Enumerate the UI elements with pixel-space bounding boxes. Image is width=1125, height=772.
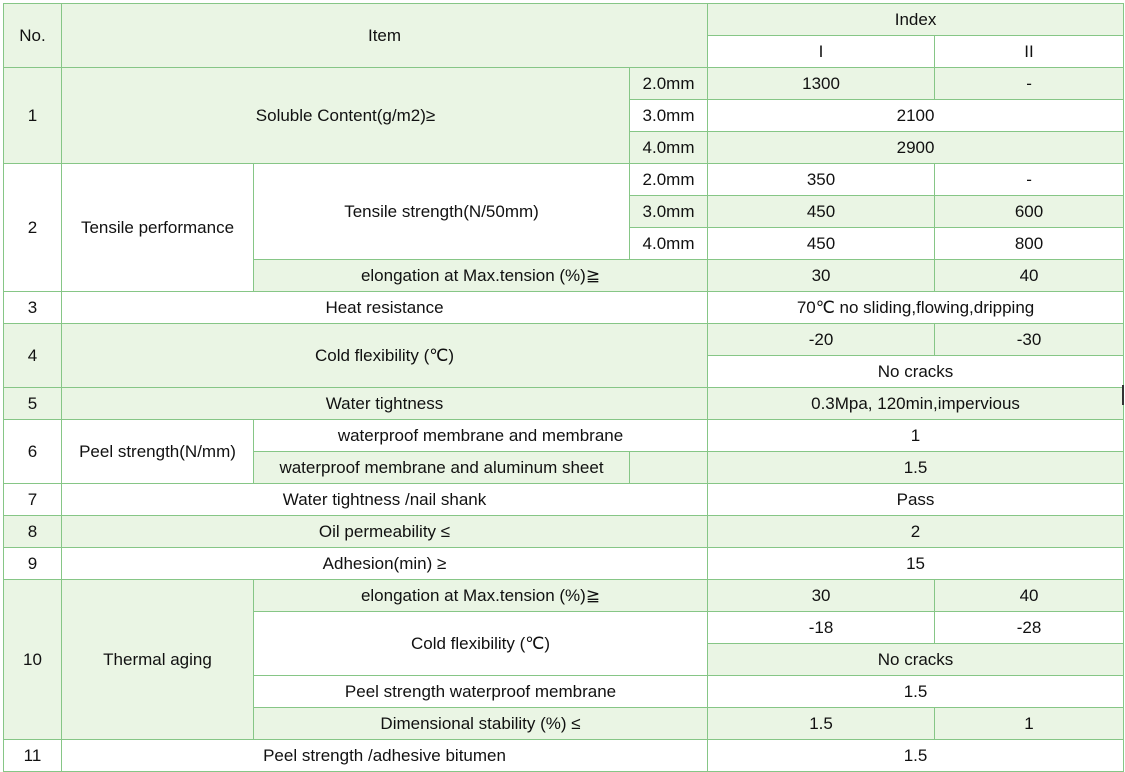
row-8-item: Oil permeability ≤ [60,515,709,548]
row-10-subitem-1: elongation at Max.tension (%)≧ [252,579,709,612]
row-6-subitem-2-value: 1.5 [707,451,1125,484]
specification-table: No. Item Index I II 1 Soluble Content(g/… [3,3,1125,772]
row-2-value-1-grade-2: - [934,163,1125,196]
row-1-value-2: 2100 [707,99,1125,132]
row-1-thickness-3: 4.0mm [628,131,709,164]
row-7-no: 7 [3,483,62,516]
row-3-value: 70℃ no sliding,flowing,dripping [707,291,1125,324]
row-10-subitem-2: Cold flexibility (℃) [252,611,709,676]
header-index: Index [707,3,1125,36]
row-2-thickness-1: 2.0mm [628,163,709,196]
row-2-item: Tensile performance [61,163,254,292]
row-2-subitem-1: Tensile strength(N/50mm) [253,163,630,260]
row-2-value-3-grade-1: 450 [707,227,936,260]
row-10-subitem-1-grade-1: 30 [707,579,936,612]
row-2-thickness-2: 3.0mm [628,195,709,228]
row-7-item: Water tightness /nail shank [60,483,709,516]
header-no: No. [3,3,62,68]
row-1-no: 1 [3,67,62,164]
row-1-thickness-2: 3.0mm [628,99,709,132]
row-2-value-1-grade-1: 350 [707,163,936,196]
row-10-subitem-4-grade-1: 1.5 [707,707,936,740]
row-10-subitem-2-value: No cracks [707,643,1125,676]
row-7-value: Pass [707,483,1125,516]
row-10-subitem-4-grade-2: 1 [934,707,1125,740]
row-10-subitem-2-grade-1: -18 [707,611,936,644]
row-2-subitem-2-grade-2: 40 [934,259,1125,292]
row-5-item: Water tightness [60,387,709,420]
row-10-item: Thermal aging [61,579,254,740]
row-4-value: No cracks [707,355,1125,388]
row-10-subitem-3-value: 1.5 [707,675,1125,708]
row-6-no: 6 [3,419,62,484]
row-11-item: Peel strength /adhesive bitumen [60,739,709,772]
row-8-value: 2 [707,515,1125,548]
row-6-subitem-1: waterproof membrane and membrane [252,419,709,452]
row-1-value-3: 2900 [707,131,1125,164]
row-10-no: 10 [3,579,62,740]
header-grade-1: I [707,35,936,68]
row-10-subitem-1-grade-2: 40 [934,579,1125,612]
row-2-value-3-grade-2: 800 [934,227,1125,260]
row-4-value-grade-1: -20 [707,323,936,356]
row-3-no: 3 [3,291,62,324]
row-2-thickness-3: 4.0mm [628,227,709,260]
row-1-value-1-grade-2: - [934,67,1125,100]
row-6-subitem-1-value: 1 [707,419,1125,452]
row-6-subitem-2-spacer [628,451,709,484]
row-4-value-grade-2: -30 [934,323,1125,356]
row-8-no: 8 [3,515,62,548]
text-cursor-mark [1122,385,1124,405]
row-1-item: Soluble Content(g/m2)≥ [61,67,630,164]
header-grade-2: II [934,35,1125,68]
row-4-no: 4 [3,323,62,388]
row-9-value: 15 [707,547,1125,580]
row-2-value-2-grade-2: 600 [934,195,1125,228]
row-10-subitem-3: Peel strength waterproof membrane [252,675,709,708]
row-2-value-2-grade-1: 450 [707,195,936,228]
row-9-no: 9 [3,547,62,580]
row-1-value-1-grade-1: 1300 [707,67,936,100]
row-6-item: Peel strength(N/mm) [61,419,254,484]
row-5-value: 0.3Mpa, 120min,impervious [707,387,1125,420]
row-2-subitem-2-grade-1: 30 [707,259,936,292]
row-2-subitem-2: elongation at Max.tension (%)≧ [252,259,709,292]
header-item: Item [60,3,709,68]
row-3-item: Heat resistance [60,291,709,324]
row-10-subitem-2-grade-2: -28 [934,611,1125,644]
row-1-thickness-1: 2.0mm [628,67,709,100]
row-9-item: Adhesion(min) ≥ [60,547,709,580]
row-4-item: Cold flexibility (℃) [60,323,709,388]
row-5-no: 5 [3,387,62,420]
row-6-subitem-2: waterproof membrane and aluminum sheet [253,451,630,484]
row-10-subitem-4: Dimensional stability (%) ≤ [252,707,709,740]
row-2-no: 2 [3,163,62,292]
